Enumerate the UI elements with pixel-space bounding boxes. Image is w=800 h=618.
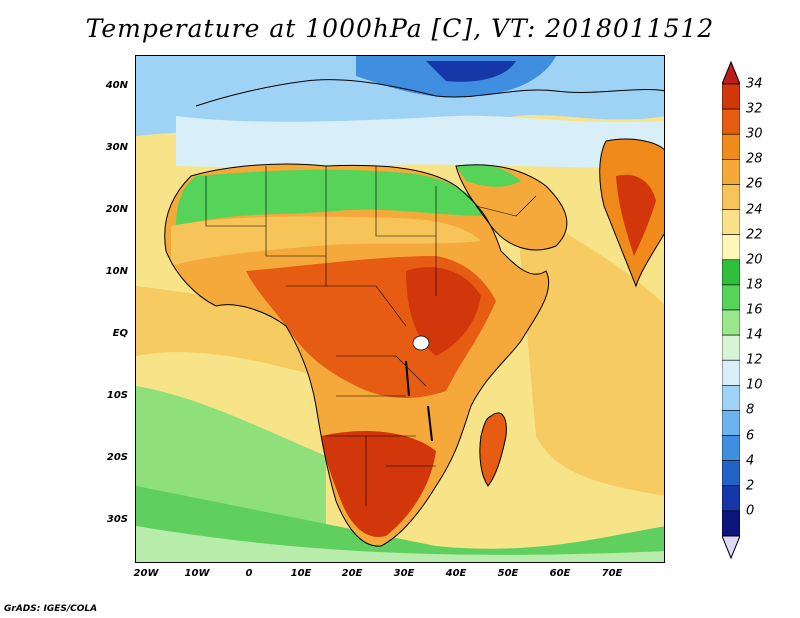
colorbar-label: 10 [746,377,763,393]
lon-label-70e: 70E [601,568,623,579]
colorbar-label: 12 [746,352,763,368]
colorbar-label: 24 [746,202,763,218]
lat-label-30s: 30S [106,514,128,525]
europe-deep-blue-zone [426,61,516,82]
colorbar-label: 8 [746,402,755,418]
lon-label-20e: 20E [341,568,363,579]
colorbar-label: 14 [746,327,763,343]
colorbar-over-triangle [722,60,740,85]
colorbar-segment [722,209,740,235]
colorbar-label: 26 [746,176,763,192]
colorbar-segment [722,359,740,386]
sahara-green-zone [176,169,486,226]
lake-malawi [427,405,433,442]
colorbar-segment [722,284,740,311]
colorbar-label: 6 [746,428,755,444]
arabia-green-zone [456,164,521,187]
madagascar-coastline [479,412,507,487]
colorbar-label: 20 [746,252,763,268]
africa-coastline [164,163,550,547]
lake-victoria [412,335,430,351]
colorbar-label: 32 [746,101,763,117]
colorbar-under-triangle [722,535,740,560]
arabia-coastline [455,164,568,251]
colorbar-segment [722,83,740,110]
lake-tanganyika [405,360,410,397]
colorbar-segment [722,334,740,361]
lon-label-10w: 10W [184,568,210,579]
mediterranean-pale-zone [176,115,664,169]
colorbar-segment [722,184,740,210]
colorbar-label: 30 [746,126,763,142]
india-hot-core [616,174,656,256]
lon-label-10e: 10E [290,568,312,579]
lat-label-40n: 40N [105,80,128,91]
lon-label-50e: 50E [497,568,519,579]
europe-coastline [195,79,664,107]
colorbar-label: 28 [746,151,763,167]
colorbar-segment [722,510,740,537]
lat-label-20s: 20S [106,452,128,463]
colorbar-segment [722,460,740,487]
arabia-landmass [456,164,567,250]
colorbar-label: 4 [746,453,755,469]
map-frame [135,55,665,563]
madagascar-island [479,412,507,486]
east-africa-hot-core [406,267,481,356]
gulf-guinea-warm-zone [136,286,316,376]
colorbar-label: 0 [746,503,755,519]
colorbar-segment [722,309,740,336]
colorbar-label: 16 [746,302,763,318]
lat-label-10s: 10S [106,390,128,401]
colorbar-label: 18 [746,277,763,293]
colorbar-segment [722,435,740,461]
colorbar [722,60,740,560]
colorbar-segment [722,259,740,286]
lon-label-40e: 40E [445,568,467,579]
lat-label-30n: 30N [105,142,128,153]
lon-label-30e: 30E [393,568,415,579]
lat-label-10n: 10N [105,266,128,277]
south-ocean-cool-band [136,486,664,562]
colorbar-label: 34 [746,76,763,92]
colorbar-segment [722,108,740,135]
south-ocean-pale-band [136,526,664,562]
indian-ocean-warm-zone [516,206,664,496]
colorbar-label: 22 [746,227,763,243]
map-title: Temperature at 1000hPa [C], VT: 20180115… [85,14,715,43]
colorbar-label: 2 [746,478,755,494]
lon-label-0: 0 [245,568,253,579]
colorbar-segment [722,133,740,160]
india-coastline [599,138,664,288]
lat-label-20n: 20N [105,204,128,215]
temperature-map [136,56,664,562]
colorbar-segment [722,485,740,512]
grads-credit: GrADS: IGES/COLA [4,604,98,614]
southern-africa-hot-zone [321,431,436,537]
lon-label-20w: 20W [133,568,159,579]
lon-label-60e: 60E [549,568,571,579]
colorbar-segment [722,385,740,411]
colorbar-segment [722,159,740,185]
lat-label-eq: EQ [112,328,128,339]
country-borders [205,166,537,506]
colorbar-segment [722,410,740,436]
colorbar-segment [722,234,740,261]
